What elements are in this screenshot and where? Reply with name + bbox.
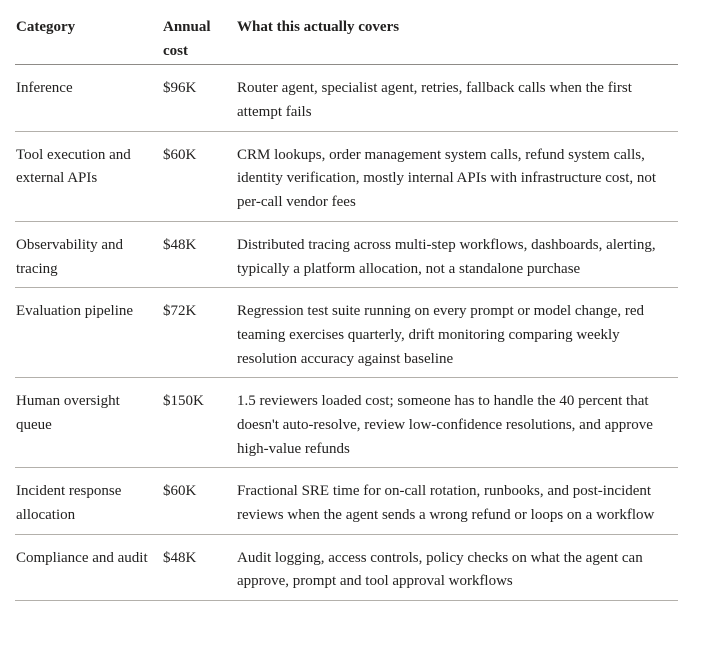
annual-cost-cell: $60K [162, 131, 236, 222]
coverage-cell: Audit logging, access controls, policy c… [236, 534, 678, 602]
table-row: Observability and tracing $48K Distribut… [15, 221, 678, 289]
column-header-coverage: What this actually covers [236, 0, 678, 66]
annual-cost-cell: $48K [162, 221, 236, 289]
table-row: Human oversight queue $150K 1.5 reviewer… [15, 377, 678, 469]
column-header-category: Category [15, 0, 162, 66]
coverage-cell: 1.5 reviewers loaded cost; someone has t… [236, 377, 678, 469]
annual-cost-cell: $60K [162, 467, 236, 535]
table-body: Inference $96K Router agent, specialist … [15, 64, 678, 602]
table-row: Inference $96K Router agent, specialist … [15, 64, 678, 132]
table-header: Category Annual cost What this actually … [15, 0, 678, 66]
category-cell: Observability and tracing [15, 221, 162, 289]
cost-breakdown-section: Category Annual cost What this actually … [15, 0, 678, 602]
annual-cost-cell: $96K [162, 64, 236, 132]
category-cell: Evaluation pipeline [15, 287, 162, 379]
coverage-cell: Distributed tracing across multi-step wo… [236, 221, 678, 289]
coverage-cell: CRM lookups, order management system cal… [236, 131, 678, 222]
coverage-cell: Router agent, specialist agent, retries,… [236, 64, 678, 132]
table-row: Tool execution and external APIs $60K CR… [15, 131, 678, 222]
coverage-cell: Fractional SRE time for on-call rotation… [236, 467, 678, 535]
header-row: Category Annual cost What this actually … [15, 0, 678, 66]
category-cell: Compliance and audit [15, 534, 162, 602]
category-cell: Human oversight queue [15, 377, 162, 469]
annual-cost-cell: $48K [162, 534, 236, 602]
column-header-annual-cost: Annual cost [162, 0, 236, 66]
category-cell: Incident response allocation [15, 467, 162, 535]
annual-cost-cell: $150K [162, 377, 236, 469]
table-row: Incident response allocation $60K Fracti… [15, 467, 678, 535]
category-cell: Inference [15, 64, 162, 132]
table-row: Compliance and audit $48K Audit logging,… [15, 534, 678, 602]
coverage-cell: Regression test suite running on every p… [236, 287, 678, 379]
cost-breakdown-table: Category Annual cost What this actually … [15, 0, 678, 602]
annual-cost-cell: $72K [162, 287, 236, 379]
table-row: Evaluation pipeline $72K Regression test… [15, 287, 678, 379]
category-cell: Tool execution and external APIs [15, 131, 162, 222]
